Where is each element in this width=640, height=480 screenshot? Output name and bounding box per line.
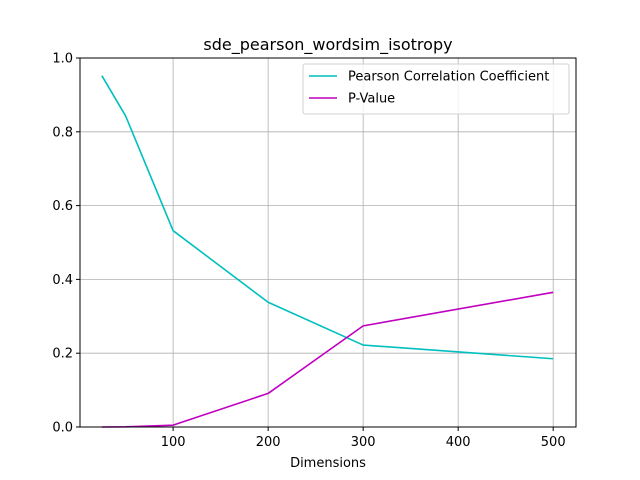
legend-entry-label: P-Value <box>348 92 395 107</box>
y-tick-label: 0.4 <box>52 273 73 288</box>
legend-entry-label: Pearson Correlation Coefficient <box>348 70 549 85</box>
series-layer <box>101 75 554 428</box>
x-axis-label: Dimensions <box>290 456 366 471</box>
y-tick-label: 0.2 <box>52 347 73 362</box>
legend: Pearson Correlation Coefficient P-Value <box>302 63 570 115</box>
series-line-1 <box>101 75 554 360</box>
series-line-2 <box>101 291 554 428</box>
y-tick-label: 0.0 <box>52 421 73 436</box>
x-tick-label: 200 <box>256 435 281 450</box>
y-tick-label: 0.8 <box>52 125 73 140</box>
x-tick-label: 400 <box>446 435 471 450</box>
y-tick-label: 1.0 <box>52 52 73 67</box>
axis-ticks: 100 200 300 400 500 0.0 0.2 0.4 0.6 0.8 1.0 <box>52 52 565 451</box>
x-tick-label: 500 <box>541 435 566 450</box>
legend-box <box>302 63 570 115</box>
x-tick-label: 300 <box>351 435 376 450</box>
plot-area <box>79 57 577 428</box>
y-tick-label: 0.6 <box>52 199 73 214</box>
x-tick-label: 100 <box>161 435 186 450</box>
chart-title: sde_pearson_wordsim_isotropy <box>203 35 452 55</box>
